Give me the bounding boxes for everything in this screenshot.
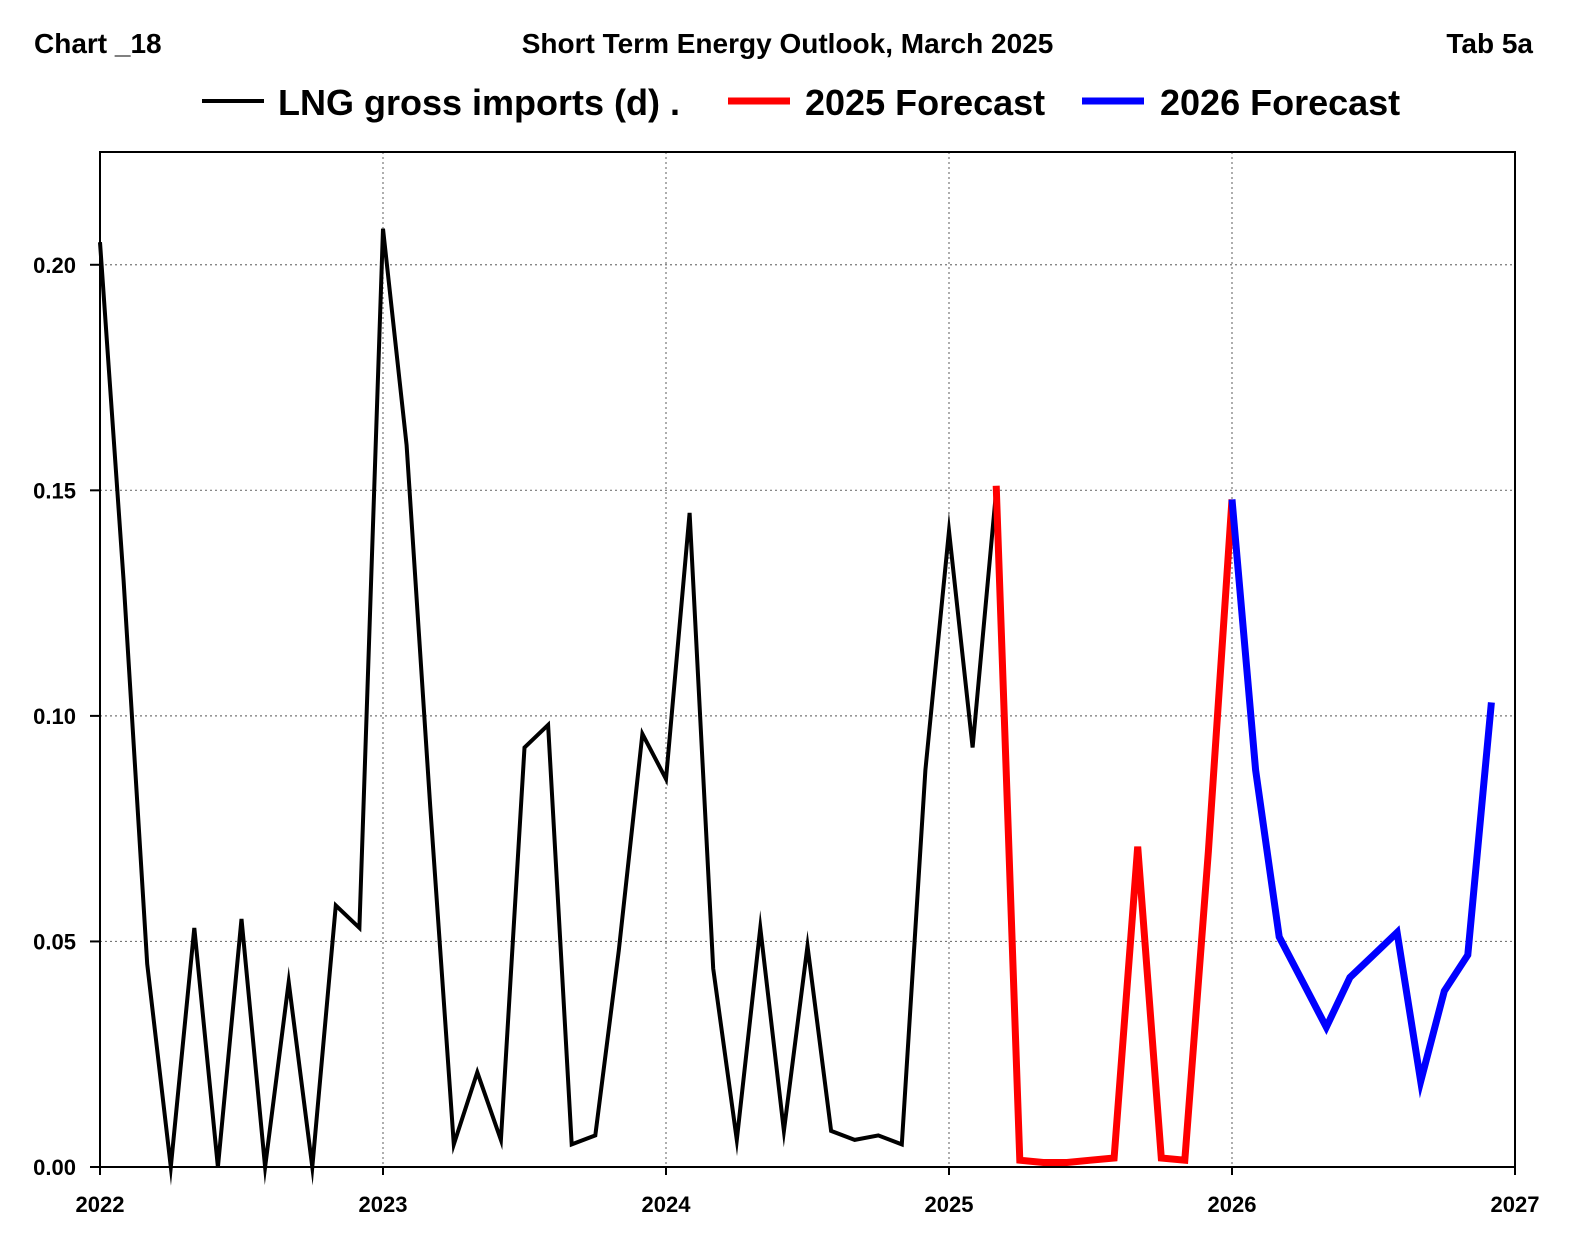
x-tick-label: 2027 bbox=[1491, 1192, 1540, 1217]
chart-id: Chart _18 bbox=[34, 28, 162, 59]
legend-label: 2026 Forecast bbox=[1160, 82, 1400, 123]
series-line-1 bbox=[98, 228, 999, 1186]
y-tick-label: 0.15 bbox=[33, 478, 76, 503]
chart-title: Short Term Energy Outlook, March 2025 bbox=[521, 28, 1054, 59]
legend-label: 2025 Forecast bbox=[805, 82, 1045, 123]
x-tick-label: 2023 bbox=[359, 1192, 408, 1217]
x-tick-label: 2026 bbox=[1208, 1192, 1257, 1217]
legend-label: LNG gross imports (d) . bbox=[278, 82, 680, 123]
y-axis: 0.00 0.05 0.10 0.15 0.20 bbox=[33, 253, 100, 1180]
x-tick-label: 2024 bbox=[642, 1192, 692, 1217]
series-layer bbox=[98, 228, 1495, 1186]
y-tick-label: 0.05 bbox=[33, 929, 76, 954]
y-tick-label: 0.10 bbox=[33, 704, 76, 729]
y-tick-label: 0.20 bbox=[33, 253, 76, 278]
y-tick-label: 0.00 bbox=[33, 1155, 76, 1180]
series-line-3 bbox=[1228, 499, 1495, 1099]
grid-lines bbox=[100, 152, 1515, 1167]
x-tick-label: 2022 bbox=[76, 1192, 125, 1217]
series-line-2 bbox=[992, 485, 1236, 1166]
tab-label: Tab 5a bbox=[1446, 28, 1533, 59]
x-tick-label: 2025 bbox=[925, 1192, 974, 1217]
plot-frame bbox=[99, 151, 1516, 1168]
x-axis: 2022 2023 2024 2025 2026 2027 bbox=[76, 1167, 1540, 1217]
legend: LNG gross imports (d) . 2025 Forecast 2026… bbox=[202, 82, 1400, 123]
